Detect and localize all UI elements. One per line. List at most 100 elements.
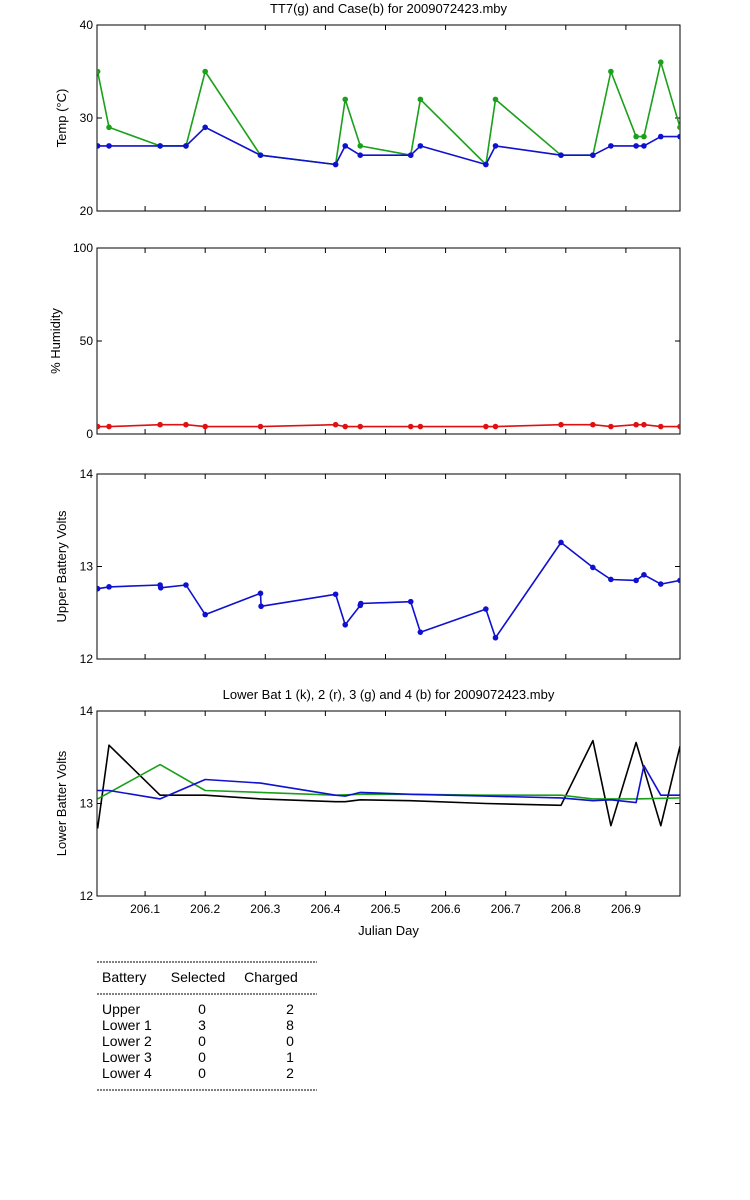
data-point <box>608 68 614 75</box>
chart-panel-4: Lower Bat 1 (k), 2 (r), 3 (g) and 4 (b) … <box>54 687 681 938</box>
y-axis-label: Lower Batter Volts <box>54 750 69 856</box>
data-point <box>332 421 339 428</box>
chart-title: Lower Bat 1 (k), 2 (r), 3 (g) and 4 (b) … <box>223 687 555 702</box>
y-tick-label: 30 <box>80 111 94 125</box>
series-2 <box>97 124 680 168</box>
data-point <box>183 143 189 149</box>
data-point <box>417 423 424 430</box>
data-point <box>97 68 101 75</box>
data-point <box>106 584 112 590</box>
x-axis-label: Julian Day <box>358 923 419 938</box>
chart-title: TT7(g) and Case(b) for 2009072423.mby <box>270 1 508 16</box>
data-point <box>257 423 264 430</box>
table-row: Upper 0 2 <box>102 1001 294 1017</box>
y-tick-label: 13 <box>80 797 94 811</box>
table-cell: Lower 1 <box>102 1017 152 1033</box>
data-point <box>357 152 364 158</box>
y-tick-label: 50 <box>80 334 94 348</box>
y-tick-label: 12 <box>80 889 94 903</box>
data-point <box>633 421 639 428</box>
y-tick-label: 14 <box>80 467 94 481</box>
data-point <box>633 143 639 149</box>
series-1 <box>97 539 680 641</box>
series-line <box>97 764 680 804</box>
y-tick-label: 40 <box>80 18 94 32</box>
y-tick-label: 20 <box>80 204 94 218</box>
x-tick-label: 206.6 <box>431 902 461 916</box>
data-point <box>258 603 264 610</box>
data-point <box>483 423 489 430</box>
data-point <box>641 143 647 149</box>
data-point <box>492 634 499 641</box>
table-cell: Lower 4 <box>102 1065 152 1081</box>
y-axis-label: % Humidity <box>48 308 63 374</box>
data-point <box>677 133 680 140</box>
data-point <box>608 143 614 149</box>
data-point <box>492 423 499 430</box>
table-row: Lower 2 0 0 <box>102 1033 294 1049</box>
x-tick-label: 206.3 <box>250 902 280 916</box>
data-point <box>558 421 564 428</box>
x-tick-label: 206.4 <box>310 902 340 916</box>
series-1 <box>97 59 680 168</box>
data-point <box>332 591 339 598</box>
data-point <box>97 423 101 430</box>
data-point <box>157 143 163 149</box>
table-cell: 0 <box>198 1049 206 1065</box>
data-point <box>358 600 364 607</box>
data-point <box>483 606 489 612</box>
series-1 <box>97 739 680 829</box>
x-tick-label: 206.5 <box>370 902 400 916</box>
table-cell: Lower 2 <box>102 1033 152 1049</box>
data-point <box>183 421 189 428</box>
data-point <box>641 421 647 428</box>
series-line <box>97 739 680 829</box>
x-tick-label: 206.9 <box>611 902 641 916</box>
table-cell: 0 <box>198 1001 206 1017</box>
chart-panel-3: 12 13 14 Upper Battery Volts <box>54 467 681 666</box>
plot-frame <box>96 710 681 897</box>
data-point <box>492 96 499 103</box>
data-point <box>357 143 364 149</box>
data-point <box>641 572 647 578</box>
x-tick-label: 206.8 <box>551 902 581 916</box>
data-point <box>257 152 264 158</box>
data-point <box>183 582 189 588</box>
chart-panel-2: 0 50 100 % Humidity <box>48 241 681 441</box>
data-point <box>97 585 101 592</box>
table-row: Lower 3 0 1 <box>102 1049 294 1065</box>
y-tick-label: 14 <box>80 704 94 718</box>
data-point <box>417 629 424 635</box>
table-cell: Upper <box>102 1001 140 1017</box>
data-point <box>106 143 112 149</box>
table-cell: 0 <box>198 1033 206 1049</box>
data-point <box>106 423 112 430</box>
data-point <box>657 133 664 140</box>
data-point <box>357 423 364 430</box>
table-cell: Lower 3 <box>102 1049 152 1065</box>
y-tick-label: 0 <box>86 427 93 441</box>
data-point <box>106 124 112 131</box>
data-point <box>677 577 680 584</box>
data-point <box>558 152 564 158</box>
table-cell: 1 <box>286 1049 294 1065</box>
data-point <box>342 143 349 149</box>
data-point <box>157 584 164 591</box>
table-header-cell: Battery <box>102 969 146 985</box>
chart-panel-1: TT7(g) and Case(b) for 2009072423.mby 20 3… <box>54 1 681 218</box>
data-point <box>641 133 647 140</box>
table-row: Lower 1 3 8 <box>102 1017 294 1033</box>
data-point <box>657 59 664 65</box>
table-cell: 2 <box>286 1001 294 1017</box>
series-2 <box>97 763 680 800</box>
data-point <box>633 133 639 140</box>
data-point <box>677 124 680 131</box>
series-line <box>97 61 680 166</box>
data-point <box>407 598 414 605</box>
y-tick-label: 12 <box>80 652 94 666</box>
data-point <box>608 423 614 430</box>
data-point <box>342 621 349 628</box>
data-point <box>342 96 349 103</box>
y-axis-label: Temp (°C) <box>54 89 69 148</box>
